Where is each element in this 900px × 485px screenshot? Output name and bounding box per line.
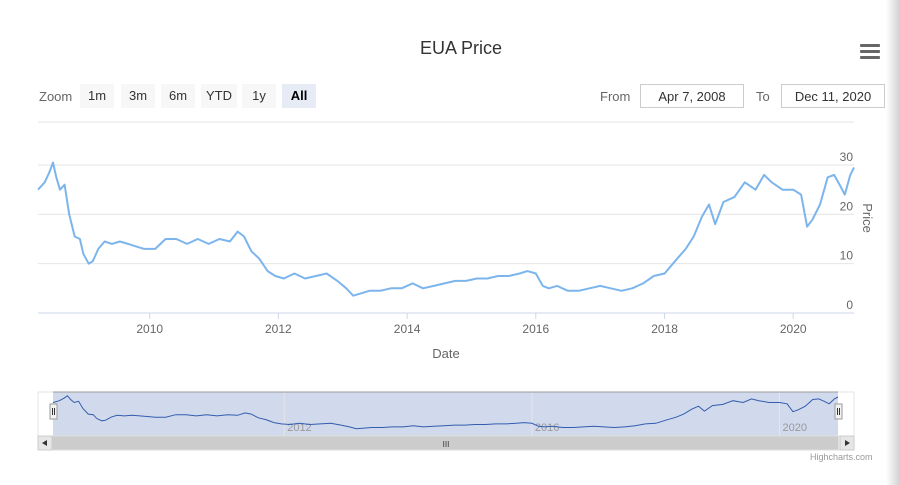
scrollbar[interactable]: III	[37, 435, 855, 451]
x-tick-label: 2014	[394, 322, 421, 336]
scrollbar-thumb[interactable]	[52, 436, 839, 450]
scrollbar-grip-icon: III	[443, 440, 450, 449]
zoom-all-button[interactable]: All	[282, 84, 316, 108]
price-series-line	[37, 161, 855, 297]
x-tick-label: 2012	[265, 322, 292, 336]
zoom-ytd-button[interactable]: YTD	[201, 84, 237, 108]
navigator-tick-label: 2012	[287, 422, 311, 434]
to-date-input[interactable]: Dec 11, 2020	[781, 84, 885, 108]
x-tick-label: 2018	[651, 322, 678, 336]
x-tick-label: 2010	[136, 322, 163, 336]
navigator-mask[interactable]	[53, 392, 838, 436]
navigator-tick-label: 2020	[783, 422, 807, 434]
navigator-series-line	[52, 395, 839, 430]
menu-icon[interactable]	[860, 44, 880, 62]
zoom-label: Zoom	[39, 89, 73, 104]
navigator-grid: 2012 2016 2020	[283, 392, 807, 436]
window-edge-shadow	[886, 0, 900, 485]
navigator[interactable]: 2012 2016 2020	[37, 391, 855, 437]
navigator-tick-label: 2016	[535, 422, 559, 434]
to-label: To	[756, 89, 770, 104]
y-tick-label: 20	[840, 199, 854, 213]
grid-lines	[38, 164, 854, 265]
y-axis-ticks: 0 10 20 30	[840, 150, 854, 312]
zoom-1m-button[interactable]: 1m	[80, 84, 114, 108]
scroll-left-arrow-icon	[42, 440, 47, 446]
zoom-1y-button[interactable]: 1y	[242, 84, 276, 108]
x-tick-label: 2016	[522, 322, 549, 336]
navigator-left-handle[interactable]	[49, 403, 58, 420]
x-axis-ticks: 2010 2012 2014 2016 2018 2020	[136, 313, 807, 336]
y-tick-label: 30	[840, 150, 854, 164]
y-tick-label: 0	[846, 298, 853, 312]
credits-link[interactable]: Highcharts.com	[810, 452, 873, 462]
scroll-right-arrow-icon	[845, 440, 850, 446]
chart-title: EUA Price	[419, 38, 503, 58]
x-axis-title: Date	[432, 346, 459, 361]
x-tick-label: 2020	[780, 322, 807, 336]
zoom-3m-button[interactable]: 3m	[121, 84, 155, 108]
from-date-input[interactable]: Apr 7, 2008	[640, 84, 744, 108]
y-tick-label: 10	[840, 249, 854, 263]
y-axis-title: Price	[860, 203, 875, 233]
zoom-6m-button[interactable]: 6m	[161, 84, 195, 108]
navigator-right-handle[interactable]	[834, 403, 843, 420]
from-label: From	[600, 89, 631, 104]
